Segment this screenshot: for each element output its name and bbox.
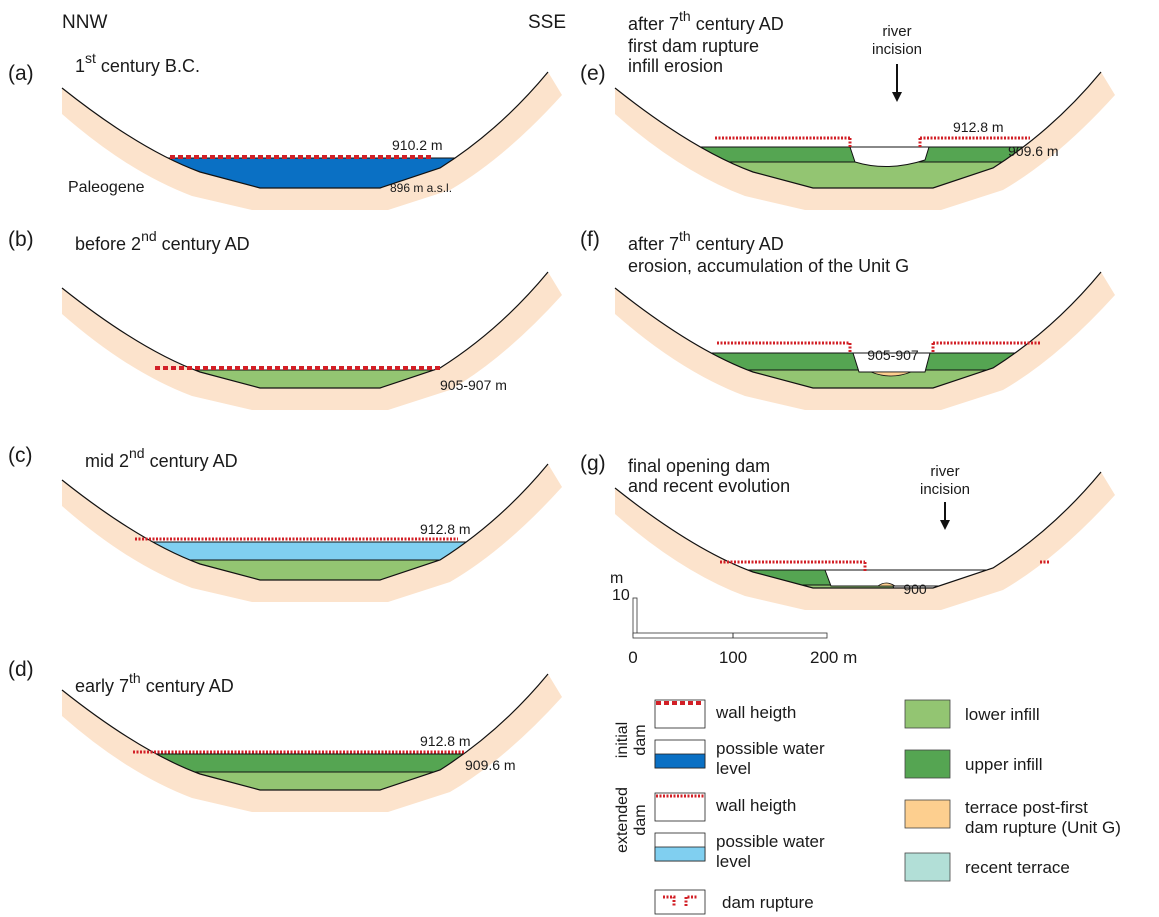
legend-label: possible water: [716, 739, 825, 758]
annotation: 912.8 m: [420, 733, 471, 749]
legend-label: lower infill: [965, 705, 1040, 724]
scale-label: 0: [628, 648, 637, 667]
title-text: early 7: [75, 676, 129, 696]
legend-swatch: [655, 890, 705, 914]
scale-vertical: 10: [612, 587, 630, 604]
panel-label: (g): [580, 452, 606, 475]
legend-label: level: [716, 852, 751, 871]
panel-title: after 7th century AD: [628, 8, 784, 34]
panel: (d) early 7th century AD 912.8 m 909.6 m: [0, 658, 600, 812]
panel-title: after 7th century AD: [628, 228, 784, 254]
orientation-left: NNW: [62, 12, 107, 33]
scale-bar-vertical: [633, 598, 637, 636]
title-text: before 2: [75, 234, 141, 254]
legend-water: [655, 754, 705, 768]
legend-group: dam: [632, 804, 649, 835]
legend-label: terrace post-first: [965, 798, 1088, 817]
panel-label: (c): [8, 444, 33, 467]
legend-water: [655, 847, 705, 861]
scale-unit: m: [610, 570, 623, 587]
panel-title: erosion, accumulation of the Unit G: [628, 256, 909, 276]
annotation: incision: [872, 41, 922, 58]
panel-title: final opening dam: [628, 456, 770, 476]
legend-label: level: [716, 759, 751, 778]
legend-label: wall heigth: [715, 796, 796, 815]
legend-group: extended: [614, 787, 631, 853]
title-superscript: th: [129, 670, 141, 686]
legend-label: wall heigth: [715, 703, 796, 722]
title-text: 1: [75, 56, 85, 76]
panel-title: infill erosion: [628, 56, 723, 76]
scale-label: 200 m: [810, 648, 857, 667]
legend-group: initial: [614, 722, 631, 758]
panel-label: (f): [580, 228, 600, 251]
annotation: 905-907: [867, 347, 919, 363]
annotation: 900: [903, 581, 927, 597]
infill-layer: [0, 542, 600, 560]
legend-swatch: [905, 750, 950, 778]
annotation: 909.6 m: [465, 757, 516, 773]
panel-title: early 7th century AD: [75, 670, 234, 696]
panel: (b) before 2nd century AD 905-907 m: [0, 228, 600, 410]
panel: (c) mid 2nd century AD 912.8 m: [0, 444, 600, 602]
panel-title: and recent evolution: [628, 476, 790, 496]
legend-label: dam rupture (Unit G): [965, 818, 1121, 837]
legend-label: recent terrace: [965, 858, 1070, 877]
annotation: Paleogene: [68, 179, 145, 196]
panel-label: (e): [580, 62, 606, 85]
legend-swatch: [905, 800, 950, 828]
legend-label: upper infill: [965, 755, 1043, 774]
title-text: century AD: [157, 234, 250, 254]
legend-label: dam rupture: [722, 893, 814, 912]
annotation: 905-907 m: [440, 377, 507, 393]
infill-layer: [553, 353, 1153, 370]
title-superscript: nd: [141, 228, 157, 244]
annotation: incision: [920, 481, 970, 498]
legend-group: dam: [632, 724, 649, 755]
annotation: 896 m a.s.l.: [390, 181, 452, 195]
panel-title: first dam rupture: [628, 36, 759, 56]
title-text: century AD: [691, 234, 784, 254]
annotation: river: [882, 23, 911, 40]
legend-swatch: [655, 793, 705, 821]
annotation: 909.6 m: [1008, 143, 1059, 159]
title-superscript: th: [679, 228, 691, 244]
title-text: mid 2: [85, 451, 129, 471]
panel-label: (a): [8, 62, 34, 85]
title-superscript: nd: [129, 445, 145, 461]
figure: NNW SSE (a) 1st century B.C. 910.2 m 896 m …: [0, 0, 1159, 917]
title-text: century AD: [145, 451, 238, 471]
arrow-head: [892, 92, 902, 102]
annotation: 912.8 m: [420, 521, 471, 537]
panel-label: (b): [8, 228, 34, 251]
annotation: 910.2 m: [392, 137, 443, 153]
legend-label: possible water: [716, 832, 825, 851]
annotation: 912.8 m: [953, 119, 1004, 135]
panel: (a) 1st century B.C. 910.2 m 896 m a.s.l. Pa…: [0, 50, 600, 210]
title-text: century AD: [141, 676, 234, 696]
title-text: after 7: [628, 14, 679, 34]
scale-label: 100: [719, 648, 747, 667]
panel-label: (d): [8, 658, 34, 681]
orientation-right: SSE: [528, 12, 566, 33]
legend-swatch: [905, 853, 950, 881]
title-text: century B.C.: [96, 56, 200, 76]
scale-bar-horizontal: [633, 633, 827, 638]
title-text: after 7: [628, 234, 679, 254]
annotation: river: [930, 463, 959, 480]
arrow-head: [940, 520, 950, 530]
title-superscript: st: [85, 50, 96, 66]
legend-swatch: [905, 700, 950, 728]
panel-title: mid 2nd century AD: [85, 445, 238, 471]
title-superscript: th: [679, 8, 691, 24]
title-text: century AD: [691, 14, 784, 34]
panel-title: 1st century B.C.: [75, 50, 200, 76]
panel-title: before 2nd century AD: [75, 228, 250, 254]
